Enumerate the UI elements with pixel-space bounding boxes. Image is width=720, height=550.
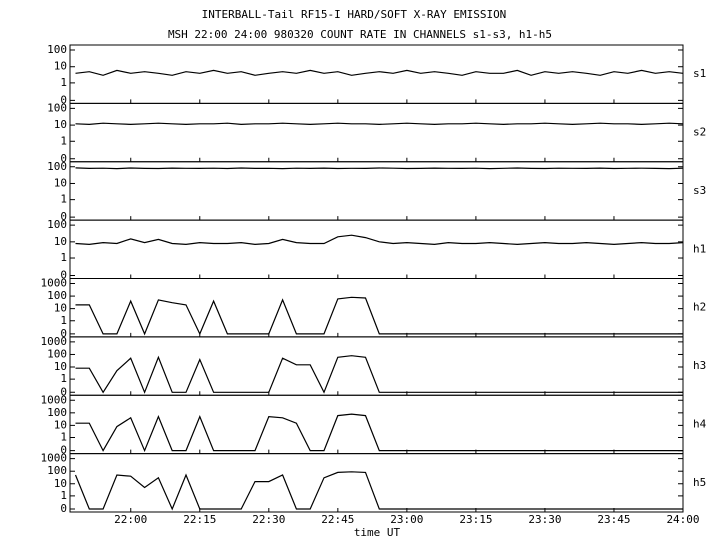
y-tick-label: 10 (54, 418, 67, 431)
panel-frame (69, 453, 684, 513)
y-tick-label: 10 (54, 118, 67, 131)
y-tick-label: 100 (47, 347, 67, 360)
y-tick-label: 0 (60, 502, 67, 515)
y-tick-label: 0 (60, 152, 67, 165)
series-line (75, 413, 683, 453)
series-name: h4 (693, 417, 707, 430)
chart-subtitle: MSH 22:00 24:00 980320 COUNT RATE IN CHA… (168, 28, 552, 41)
y-tick-label: 10 (54, 302, 67, 315)
x-tick-label: 23:15 (459, 513, 492, 526)
y-tick-label: 10 (54, 477, 67, 490)
series-line (75, 296, 683, 336)
series-name: s3 (693, 184, 706, 197)
series-line (75, 167, 684, 170)
y-tick-label: 1000 (41, 277, 68, 290)
series-name: h3 (693, 359, 706, 372)
x-tick-label: 23:00 (390, 513, 423, 526)
y-tick-label: 0 (60, 93, 67, 106)
y-tick-label: 100 (47, 218, 67, 231)
x-tick-label: 22:45 (321, 513, 354, 526)
y-tick-label: 1 (60, 134, 67, 147)
series-line (75, 234, 684, 246)
series-name: s2 (693, 126, 706, 139)
y-tick-label: 0 (60, 327, 67, 340)
x-tick-label: 22:00 (114, 513, 147, 526)
y-tick-label: 0 (60, 269, 67, 282)
series-line (75, 355, 683, 394)
x-tick-label: 22:15 (183, 513, 216, 526)
y-tick-label: 1 (60, 489, 67, 502)
x-tick-label: 22:30 (252, 513, 285, 526)
series-name: h5 (693, 476, 706, 489)
x-tick-label: 23:30 (528, 513, 561, 526)
y-tick-label: 1 (60, 193, 67, 206)
series-line (75, 69, 684, 76)
y-tick-label: 1000 (41, 335, 68, 348)
x-tick-label: 23:45 (597, 513, 630, 526)
y-tick-label: 100 (47, 160, 67, 173)
y-tick-label: 10 (54, 235, 67, 248)
panel-frame (69, 219, 684, 279)
series-name: h2 (693, 301, 706, 314)
y-tick-label: 0 (60, 210, 67, 223)
y-tick-label: 0 (60, 385, 67, 398)
y-tick-label: 100 (47, 43, 67, 56)
y-tick-label: 10 (54, 176, 67, 189)
series-name: h1 (693, 242, 706, 255)
y-tick-label: 10 (54, 60, 67, 73)
y-tick-label: 1 (60, 251, 67, 264)
panel-frame (69, 161, 684, 221)
y-tick-label: 1 (60, 314, 67, 327)
chart-title: INTERBALL-Tail RF15-I HARD/SOFT X-RAY EM… (202, 8, 507, 21)
y-tick-label: 100 (47, 406, 67, 419)
series-line (74, 471, 683, 511)
x-axis-label: time UT (354, 526, 401, 539)
y-tick-label: 1 (60, 372, 67, 385)
y-tick-label: 1000 (41, 393, 68, 406)
y-tick-label: 1000 (41, 452, 68, 465)
x-tick-label: 24:00 (666, 513, 699, 526)
y-tick-label: 1 (60, 76, 67, 89)
y-tick-label: 100 (47, 101, 67, 114)
y-tick-label: 100 (47, 289, 67, 302)
y-tick-label: 1 (60, 431, 67, 444)
y-tick-label: 100 (47, 464, 67, 477)
y-tick-label: 10 (54, 360, 67, 373)
series-name: s1 (693, 67, 706, 80)
series-line (75, 122, 684, 126)
y-tick-label: 0 (60, 444, 67, 457)
panel-frame (69, 102, 684, 163)
